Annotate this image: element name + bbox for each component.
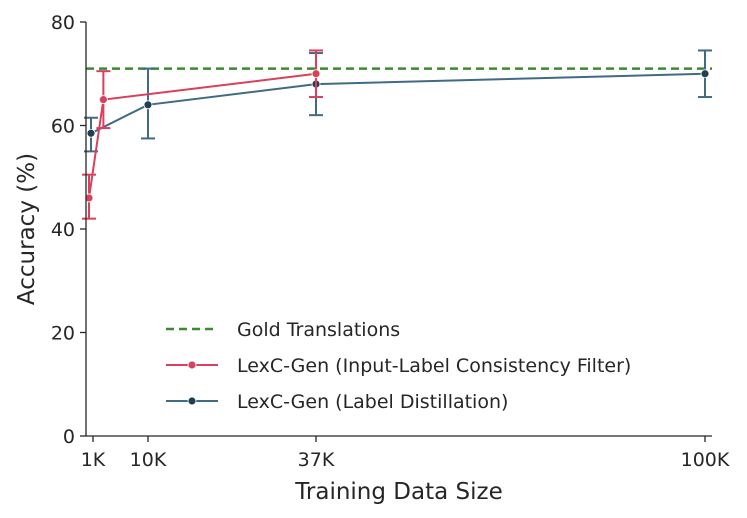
distill-point-1 xyxy=(143,100,153,110)
legend-gold-label: Gold Translations xyxy=(237,319,400,341)
filter-point-1 xyxy=(98,95,108,105)
x-tick-label-37K: 37K xyxy=(298,449,335,471)
distill-point-3 xyxy=(700,69,710,79)
distill-series-line xyxy=(90,72,706,135)
ticks: 0 20 40 60 80 1K 10K 37K 100K xyxy=(51,12,730,471)
legend-filter-label: LexC-Gen (Input-Label Consistency Filter… xyxy=(237,355,631,377)
filter-point-2 xyxy=(311,69,321,79)
y-tick-label-40: 40 xyxy=(51,219,75,241)
legend-distill-swatch-marker xyxy=(187,396,197,406)
x-tick-label-100K: 100K xyxy=(681,449,730,471)
legend-distill-label: LexC-Gen (Label Distillation) xyxy=(237,391,508,413)
x-tick-label-1K: 1K xyxy=(81,449,106,471)
legend: Gold Translations LexC-Gen (Input-Label … xyxy=(166,319,631,413)
x-tick-label-10K: 10K xyxy=(130,449,167,471)
filter-series-line xyxy=(88,72,317,199)
y-tick-label-60: 60 xyxy=(51,116,75,138)
x-axis-title: Training Data Size xyxy=(294,479,503,505)
plot-area xyxy=(82,49,712,220)
filter-point-0 xyxy=(84,193,94,203)
y-tick-label-0: 0 xyxy=(63,426,75,448)
distill-point-0 xyxy=(86,128,96,138)
y-tick-label-20: 20 xyxy=(51,323,75,345)
y-axis-title: Accuracy (%) xyxy=(14,153,40,305)
legend-filter-swatch-marker xyxy=(187,360,197,370)
y-tick-label-80: 80 xyxy=(51,12,75,34)
